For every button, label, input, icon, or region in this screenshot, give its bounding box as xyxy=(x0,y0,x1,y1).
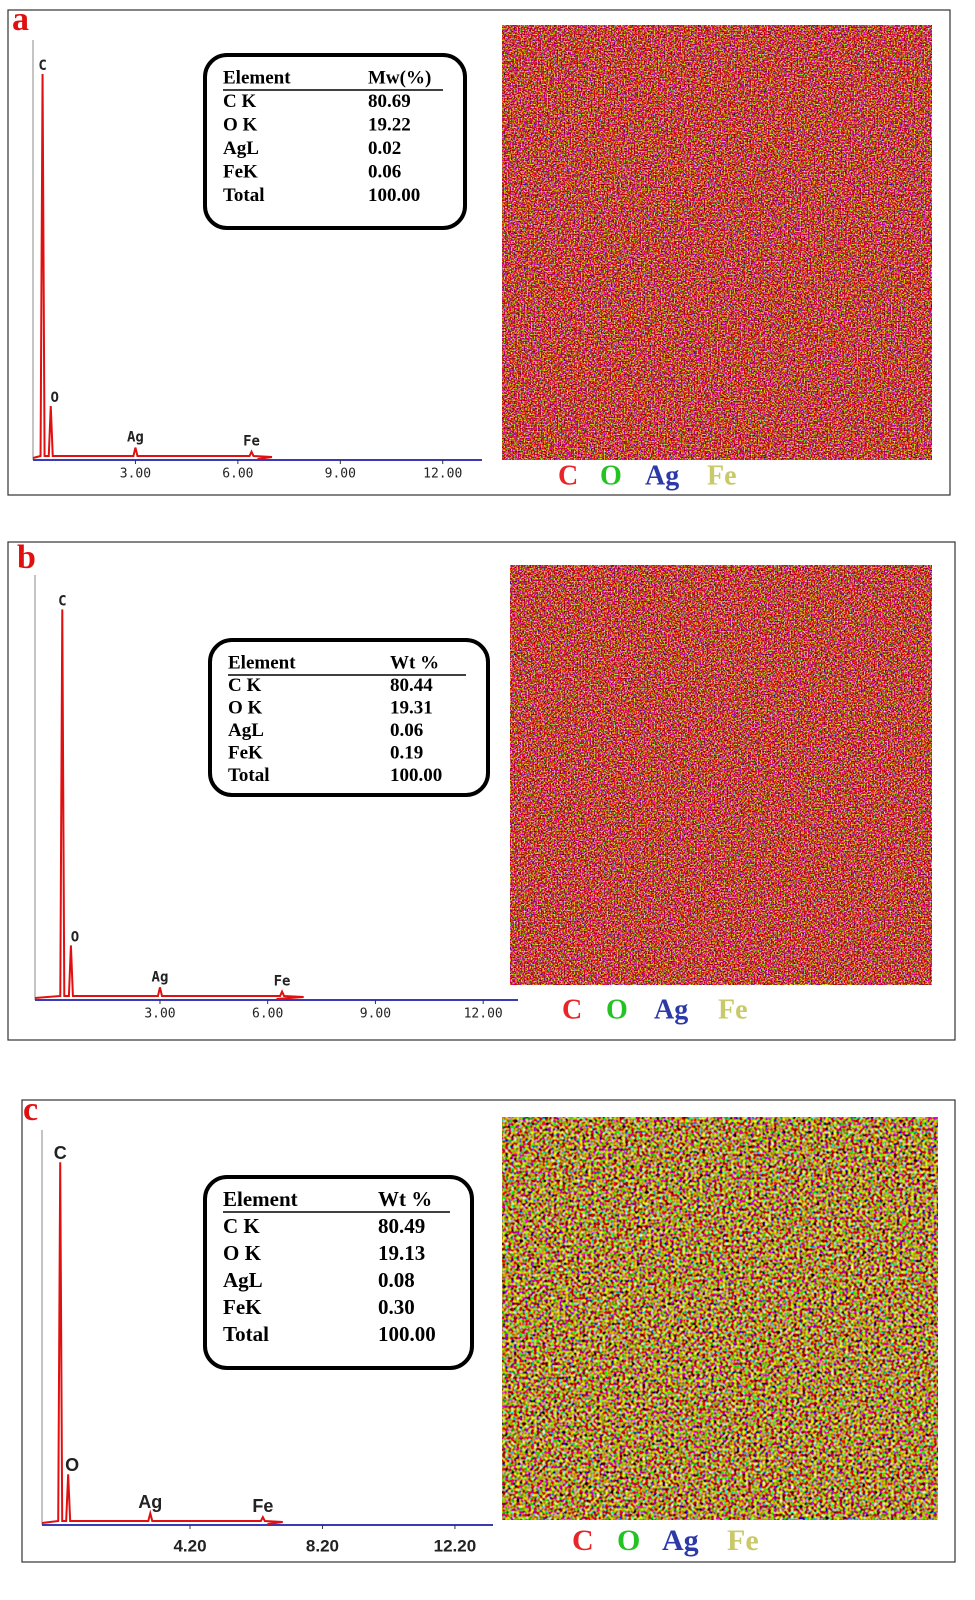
table-cell: O K xyxy=(223,1241,262,1265)
peak-label: O xyxy=(51,390,59,406)
legend-entry: Ag xyxy=(654,994,688,1025)
panel-label: a xyxy=(12,1,29,38)
table-header: Wt % xyxy=(378,1187,432,1211)
table-cell: 0.06 xyxy=(390,720,423,741)
x-tick-label: 9.00 xyxy=(325,467,356,482)
panel-frame xyxy=(7,541,956,1041)
table-cell: 100.00 xyxy=(390,765,442,786)
x-tick-label: 6.00 xyxy=(252,1007,283,1022)
table-cell: FeK xyxy=(223,1295,262,1319)
table-cell: 19.13 xyxy=(378,1241,425,1265)
peak-label: Ag xyxy=(127,430,144,446)
x-tick-label: 12.00 xyxy=(423,467,462,482)
legend-entry: Ag xyxy=(645,460,679,491)
x-tick-label: 6.00 xyxy=(222,467,253,482)
table-cell: 100.00 xyxy=(368,185,420,206)
table-cell: C K xyxy=(223,1214,260,1238)
table-cell: 0.19 xyxy=(390,742,423,763)
peak-label: Fe xyxy=(274,974,291,990)
peak-label: O xyxy=(65,1455,79,1475)
table-cell: 80.44 xyxy=(390,675,433,696)
table-cell: 0.06 xyxy=(368,161,401,182)
table-cell: 0.30 xyxy=(378,1295,415,1319)
x-tick-label: 12.20 xyxy=(434,1536,477,1555)
table-cell: 80.69 xyxy=(368,91,411,112)
table-box xyxy=(203,53,467,230)
panel-frame xyxy=(21,1099,956,1563)
table-cell: 19.22 xyxy=(368,114,411,135)
x-tick-label: 3.00 xyxy=(120,467,151,482)
legend-entry: Fe xyxy=(707,460,737,491)
panel-label: b xyxy=(17,539,36,576)
peak-label: O xyxy=(71,929,79,945)
legend-entry: Ag xyxy=(662,1524,699,1557)
table-header: Mw(%) xyxy=(368,67,431,88)
x-tick-label: 4.20 xyxy=(173,1536,206,1555)
table-cell: 100.00 xyxy=(378,1322,436,1346)
table-header: Element xyxy=(223,67,291,88)
x-tick-label: 12.00 xyxy=(464,1007,503,1022)
peak-label: Ag xyxy=(152,969,169,985)
legend-entry: O xyxy=(600,460,622,491)
table-header: Element xyxy=(223,1187,298,1211)
table-box xyxy=(208,638,490,797)
table-cell: AgL xyxy=(223,1268,263,1292)
spectrum-line xyxy=(41,1162,283,1525)
legend-entry: Fe xyxy=(727,1524,759,1557)
table-cell: FeK xyxy=(223,161,258,182)
peak-label: C xyxy=(58,593,66,609)
peak-label: Fe xyxy=(252,1496,273,1516)
table-cell: Total xyxy=(223,1322,269,1346)
table-cell: O K xyxy=(228,697,263,718)
table-cell: 80.49 xyxy=(378,1214,425,1238)
legend-entry: C xyxy=(572,1524,594,1557)
table-header: Element xyxy=(228,652,296,673)
table-cell: C K xyxy=(228,675,261,696)
peak-label: Fe xyxy=(243,434,260,450)
legend-entry: C xyxy=(558,460,578,491)
peak-label: C xyxy=(54,1143,67,1163)
x-tick-label: 3.00 xyxy=(144,1007,175,1022)
table-cell: AgL xyxy=(228,720,264,741)
peak-label: C xyxy=(38,58,46,74)
spectrum-line xyxy=(34,609,304,1000)
table-cell: Total xyxy=(223,185,265,206)
x-tick-label: 8.20 xyxy=(306,1536,339,1555)
table-cell: FeK xyxy=(228,742,263,763)
table-box xyxy=(203,1175,474,1370)
panel-label: c xyxy=(23,1091,38,1128)
legend-entry: O xyxy=(606,994,628,1025)
table-cell: 19.31 xyxy=(390,697,433,718)
elemental-map xyxy=(510,565,932,985)
legend-entry: O xyxy=(617,1524,640,1557)
peak-label: Ag xyxy=(138,1492,162,1512)
elemental-map xyxy=(502,25,932,460)
table-cell: Total xyxy=(228,765,270,786)
table-header: Wt % xyxy=(390,652,439,673)
table-cell: AgL xyxy=(223,138,259,159)
legend-entry: Fe xyxy=(718,994,748,1025)
table-cell: O K xyxy=(223,114,258,135)
x-tick-label: 9.00 xyxy=(360,1007,391,1022)
panel-frame xyxy=(7,9,951,496)
table-cell: C K xyxy=(223,91,256,112)
legend-entry: C xyxy=(562,994,582,1025)
spectrum-line xyxy=(32,74,273,460)
table-cell: 0.08 xyxy=(378,1268,415,1292)
elemental-map xyxy=(502,1117,938,1520)
table-cell: 0.02 xyxy=(368,138,401,159)
